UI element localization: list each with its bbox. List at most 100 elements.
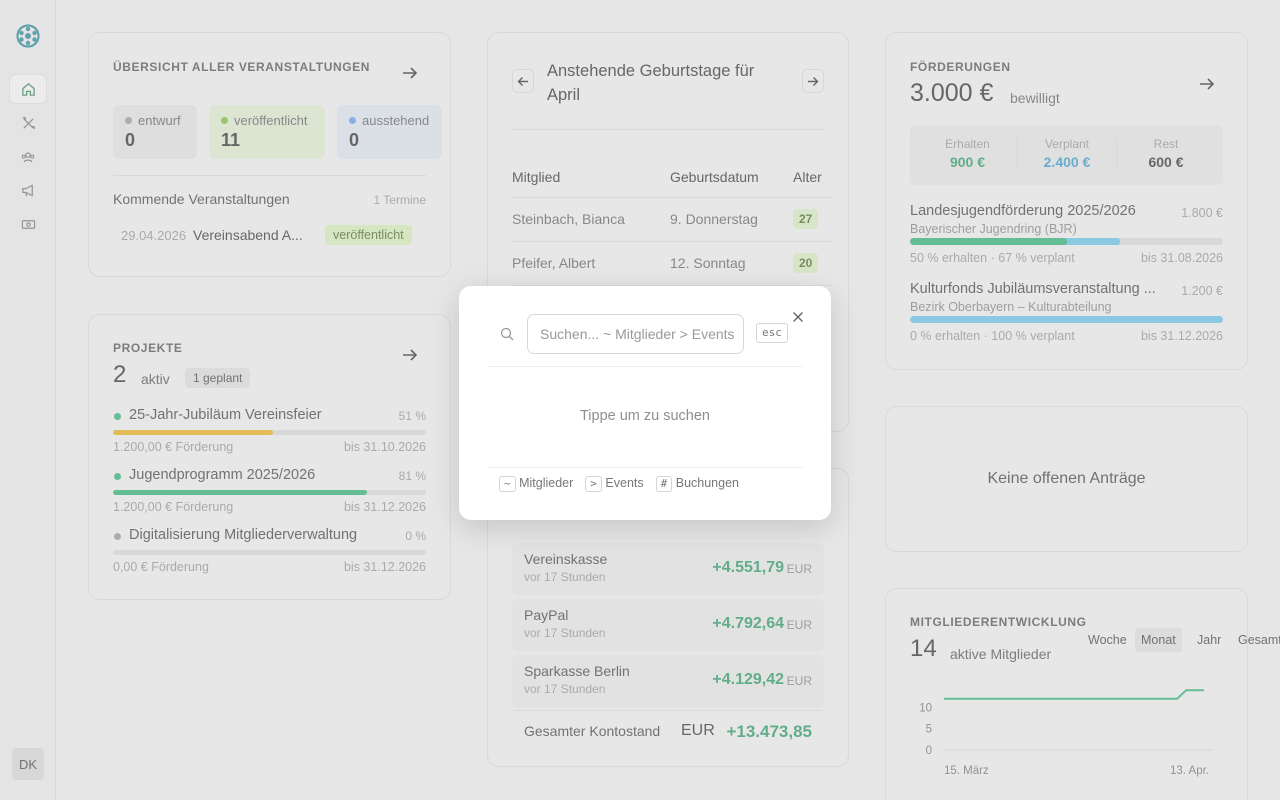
project-status-dot [114, 473, 121, 480]
projects-open-button[interactable] [399, 344, 421, 366]
projects-count: 2 [113, 361, 127, 388]
funding-item-org: Bayerischer Jugendring (BJR) [910, 222, 1077, 236]
total-label: Gesamter Kontostand [524, 723, 661, 739]
projects-card: Projekte 2 aktiv 1 geplant 25-Jahr-Jubil… [88, 314, 451, 600]
event-status-badge: veröffentlicht [325, 225, 412, 245]
stat-pending[interactable]: ausstehend 0 [337, 105, 442, 159]
chart-x-tick: 15. März [944, 765, 989, 777]
project-until: bis 31.12.2026 [343, 500, 426, 514]
hint-label: Mitglieder [519, 476, 574, 490]
prev-month-button[interactable] [512, 69, 534, 93]
members-card: Mitgliederentwicklung 14 aktive Mitglied… [885, 588, 1248, 800]
account-time: vor 17 Stunden [524, 682, 606, 696]
hint-label: Buchungen [675, 476, 739, 490]
account-amount: +4.129,42 [712, 671, 784, 688]
stat-draft[interactable]: entwurf 0 [113, 105, 197, 159]
project-progress-bar [113, 430, 426, 435]
funding-summary: Erhalten 900 € Verplant 2.400 € Rest 600… [910, 125, 1223, 185]
birthday-member: Pfeifer, Albert [512, 241, 670, 286]
search-empty-text: Tippe um zu suchen [579, 408, 711, 424]
account-item[interactable]: Vereinskasse vor 17 Stunden +4.551,79 EU… [512, 543, 824, 595]
sidebar-item-announcements[interactable] [9, 175, 47, 205]
segment-month[interactable]: Monat [1135, 628, 1182, 652]
funding-summary-item: Verplant 2.400 € [1017, 137, 1116, 170]
upcoming-count: 1 Termine [373, 193, 426, 207]
stat-published[interactable]: veröffentlicht 11 [209, 105, 325, 159]
project-status-dot [114, 413, 121, 420]
search-input[interactable]: Suchen... ~ Mitglieder > Events [527, 314, 744, 354]
chart-series-line [944, 689, 1204, 700]
events-card: Übersicht aller Veranstaltungen entwurf … [88, 32, 451, 277]
arrow-left-icon [517, 76, 528, 86]
project-until: bis 31.10.2026 [343, 440, 426, 454]
next-month-button[interactable] [802, 69, 824, 93]
funding-item-info: 0 % erhalten · 100 % verplant [910, 329, 1075, 343]
chart-x-tick: 13. Apr. [1170, 765, 1209, 777]
project-status-dot [114, 533, 121, 540]
close-button[interactable] [791, 310, 807, 326]
home-icon [21, 82, 35, 96]
sidebar-item-home[interactable] [9, 74, 47, 104]
funding-amount-label: bewilligt [1010, 90, 1060, 106]
requests-card: Keine offenen Anträge [885, 406, 1248, 552]
members-count: 14 [910, 635, 937, 662]
project-funding: 0,00 € Förderung [113, 560, 209, 574]
funding-summary-item: Erhalten 900 € [918, 137, 1017, 170]
account-time: vor 17 Stunden [524, 626, 606, 640]
search-hint: ~ Mitglieder [499, 476, 573, 492]
funding-item-bar [910, 316, 1223, 323]
logo-icon [16, 24, 40, 48]
sidebar-item-finances[interactable] [9, 209, 47, 239]
funding-summary-label: Verplant [1044, 137, 1090, 151]
funding-item[interactable]: Kulturfonds Jubiläumsveranstaltung ... 1… [910, 281, 1223, 351]
account-item[interactable]: PayPal vor 17 Stunden +4.792,64 EUR [512, 599, 824, 651]
avatar[interactable]: DK [12, 748, 44, 780]
funding-item-name: Kulturfonds Jubiläumsveranstaltung ... [910, 281, 1156, 297]
col-birthdate: Geburtsdatum [670, 159, 793, 198]
segment-week[interactable]: Woche [1088, 633, 1127, 647]
segment-year[interactable]: Jahr [1197, 633, 1222, 647]
event-row[interactable]: 29.04.2026 Vereinsabend A... veröffentli… [121, 225, 421, 251]
arrow-right-icon [808, 76, 819, 86]
member-chart: 10 5 0 15. März 13. Apr. [919, 689, 1214, 777]
total-currency: EUR [681, 722, 715, 739]
funding-amount: 3.000 € [910, 79, 994, 107]
funding-card: Förderungen 3.000 € bewilligt Erhalten 9… [885, 32, 1248, 370]
sidebar-item-tools[interactable] [9, 108, 47, 138]
table-row[interactable]: Pfeifer, Albert 12. Sonntag 20 [512, 241, 832, 286]
search-hints: ~ Mitglieder > Events # Buchungen [499, 476, 739, 492]
table-row[interactable]: Steinbach, Bianca 9. Donnerstag 27 [512, 197, 832, 242]
events-open-button[interactable] [399, 62, 421, 84]
funding-summary-label: Erhalten [945, 137, 990, 151]
arrow-right-icon [403, 349, 418, 361]
project-item[interactable]: 25-Jahr-Jubiläum Vereinsfeier 51 % 1.200… [113, 407, 426, 461]
no-requests-text: Keine offenen Anträge [987, 470, 1146, 487]
stat-published-value: 11 [221, 130, 241, 150]
funding-summary-item: Rest 600 € [1116, 137, 1215, 170]
stat-pending-value: 0 [349, 130, 360, 150]
sidebar-item-members[interactable] [9, 142, 47, 172]
upcoming-label: Kommende Veranstaltungen [113, 191, 290, 207]
project-percent: 81 % [398, 469, 426, 483]
search-modal: Suchen... ~ Mitglieder > Events esc Tipp… [459, 286, 831, 520]
project-item[interactable]: Jugendprogramm 2025/2026 81 % 1.200,00 €… [113, 467, 426, 521]
project-item[interactable]: Digitalisierung Mitgliederverwaltung 0 %… [113, 527, 426, 581]
chart-y-tick: 0 [926, 745, 932, 757]
members-title: Mitgliederentwicklung [910, 615, 1087, 629]
funding-item-info: 50 % erhalten · 67 % verplant [910, 251, 1075, 265]
account-item[interactable]: Sparkasse Berlin vor 17 Stunden +4.129,4… [512, 655, 824, 707]
account-currency: EUR [786, 618, 812, 632]
account-currency: EUR [786, 674, 812, 688]
projects-title: Projekte [113, 341, 183, 355]
hint-key: ~ [499, 476, 516, 492]
segment-total[interactable]: Gesamt [1238, 633, 1280, 647]
sidebar: DK [0, 0, 56, 800]
funding-open-button[interactable] [1196, 73, 1218, 95]
birthday-member: Steinbach, Bianca [512, 197, 670, 242]
birthday-date: 12. Sonntag [670, 241, 793, 286]
project-progress-bar [113, 550, 426, 555]
funding-summary-value: 2.400 € [1043, 154, 1091, 170]
funding-item-org: Bezirk Oberbayern – Kulturabteilung [910, 300, 1112, 314]
funding-item-until: bis 31.08.2026 [1140, 251, 1223, 265]
funding-item[interactable]: Landesjugendförderung 2025/2026 1.800 € … [910, 203, 1223, 273]
